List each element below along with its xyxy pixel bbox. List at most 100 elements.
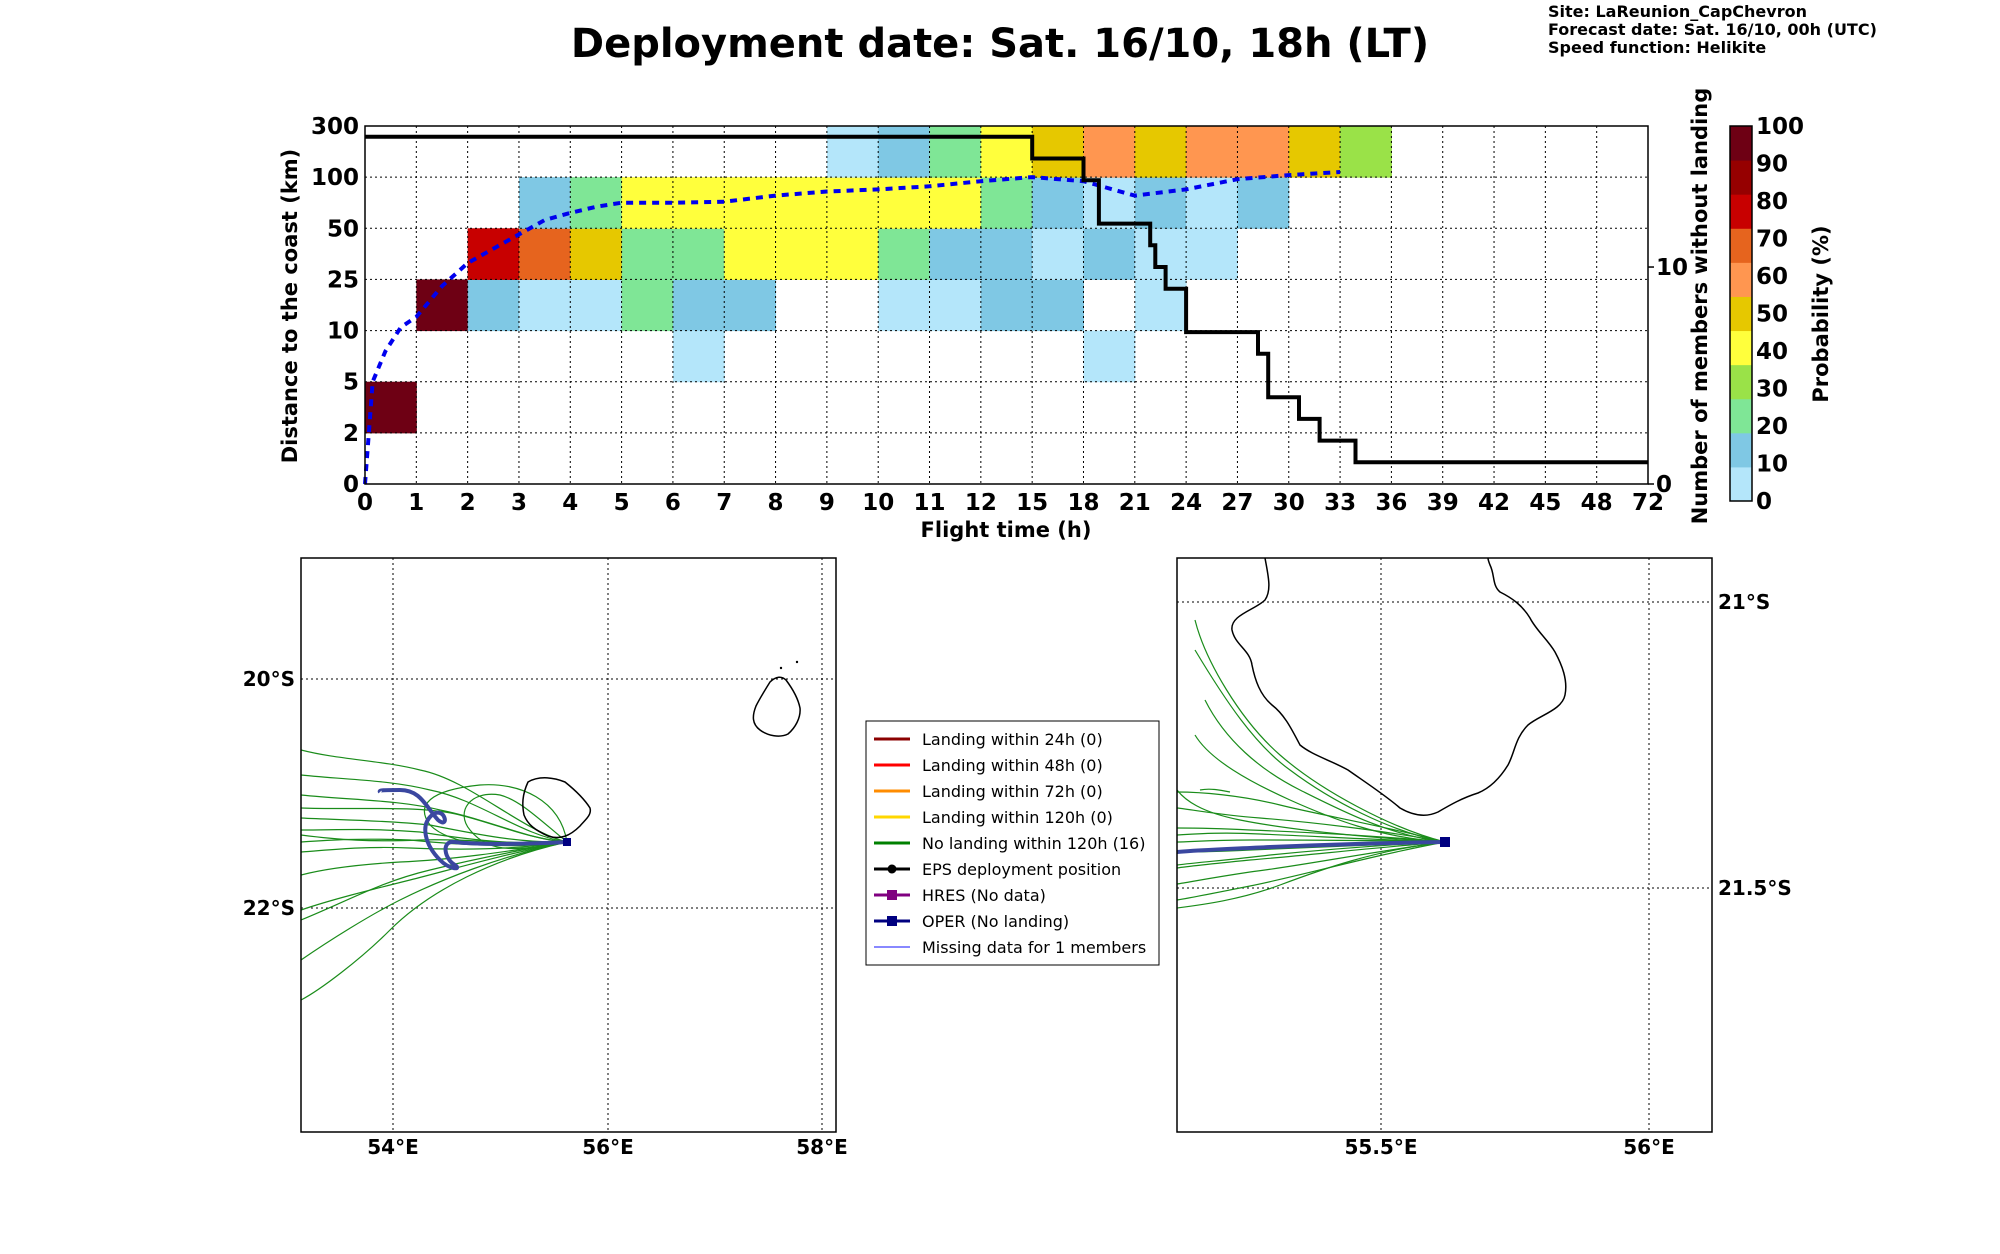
heatmap-x-ticks: 0 1 2 3 4 5 6 7 8 9 10 11 12 15 18 21 24 27 30 33 36 39 42 45 48… [357, 490, 1664, 516]
legend-label: Landing within 48h (0) [922, 756, 1103, 775]
heatmap-x-tick: 9 [819, 490, 835, 516]
heatmap-x-tick: 42 [1478, 490, 1510, 516]
heatmap-cell [1134, 228, 1187, 280]
oper-deployment-marker-zoom [1440, 837, 1450, 847]
colorbar: 0 10 20 30 40 50 60 70 80 90 100 Probability (%) [1729, 114, 1833, 515]
heatmap-cell [1083, 228, 1136, 280]
heatmap-cell [621, 279, 674, 332]
heatmap-cell [878, 126, 931, 178]
colorbar-swatch [1730, 432, 1752, 468]
heatmap-cell [929, 126, 982, 178]
oper-trajectory-zoom [1177, 840, 1446, 854]
colorbar-frame [1729, 125, 1753, 502]
heatmap-cell [724, 177, 777, 229]
heatmap-cell [724, 279, 777, 332]
colorbar-tick: 20 [1756, 414, 1788, 440]
heatmap-x-tick: 7 [716, 490, 732, 516]
colorbar-tick: 50 [1756, 302, 1788, 328]
heatmap-cell [1186, 126, 1238, 178]
colorbar-swatch [1730, 330, 1752, 366]
heatmap-x-tick: 11 [914, 490, 946, 516]
map-right-panel: 55.5°E 56°E 21°S 21.5°S [1176, 557, 1792, 1159]
heatmap-cell [672, 279, 725, 332]
members-without-landing-series [365, 134, 1648, 465]
heatmap-x-tick: 27 [1221, 490, 1253, 516]
heatmap-cell [1083, 177, 1136, 229]
heatmap-cell [1288, 126, 1341, 178]
colorbar-swatch [1730, 398, 1752, 434]
heatmap-y-tick: 0 [343, 472, 359, 498]
heatmap-x-tick: 18 [1067, 490, 1099, 516]
reunion-coastline-small [522, 777, 592, 839]
colorbar-tick: 100 [1756, 114, 1804, 140]
heatmap-cell [929, 279, 982, 332]
heatmap-cell [1237, 177, 1290, 229]
heatmap-x-tick: 6 [665, 490, 681, 516]
heatmap-x-tick: 1 [408, 490, 424, 516]
map-left-frame [300, 557, 837, 1133]
forecast-date-label: Forecast date: Sat. 16/10, 00h (UTC) [1548, 20, 1877, 39]
heatmap-cell [518, 177, 571, 229]
map-left-x-tick-2: 56°E [582, 1135, 634, 1159]
heatmap-x-tick: 15 [1016, 490, 1048, 516]
colorbar-swatch [1730, 262, 1752, 297]
green-trajectories [301, 749, 568, 1001]
heatmap-x-tick: 8 [768, 490, 784, 516]
heatmap-cell [878, 279, 931, 332]
heatmap-x-tick: 0 [357, 490, 373, 516]
heatmap-x-tick: 21 [1119, 490, 1151, 516]
colorbar-tick: 90 [1756, 152, 1788, 178]
heatmap-cell [1032, 177, 1084, 229]
map-right-x-tick-1: 55.5°E [1344, 1135, 1417, 1159]
heatmap-x-tick: 12 [965, 490, 997, 516]
heatmap-cell [980, 126, 1033, 178]
oper-deployment-marker [563, 838, 571, 846]
map-left-panel: 54°E 56°E 58°E 20°S 22°S [243, 557, 848, 1159]
heatmap-y2-tick: 0 [1656, 472, 1672, 498]
heatmap-x-tick: 10 [862, 490, 894, 516]
heatmap-frame [364, 125, 1649, 485]
figure-title: Deployment date: Sat. 16/10, 18h (LT) [571, 21, 1429, 67]
colorbar-tick: 0 [1756, 489, 1772, 515]
heatmap-cell [1186, 228, 1238, 280]
heatmap-x-tick: 30 [1273, 490, 1305, 516]
legend-label: Landing within 120h (0) [922, 808, 1113, 827]
heatmap-y-axis-label: Distance to the coast (km) [278, 149, 302, 464]
colorbar-ticks: 0 10 20 30 40 50 60 70 80 90 100 [1756, 114, 1804, 515]
legend-marker-square [887, 916, 897, 926]
heatmap-x-tick: 33 [1324, 490, 1356, 516]
oper-trajectory [377, 787, 568, 871]
legend-marker-square [887, 890, 897, 900]
speed-function-label: Speed function: Helikite [1548, 38, 1766, 57]
heatmap-cell [980, 279, 1033, 332]
heatmap-cell [621, 228, 674, 280]
heatmap-cell [672, 330, 725, 383]
heatmap-cells [365, 126, 1392, 434]
heatmap-cell [1032, 126, 1084, 178]
heatmap-cell [570, 228, 623, 280]
heatmap-cell [826, 177, 879, 229]
map-right-y-tick-1: 21°S [1718, 590, 1770, 614]
heatmap-cell [775, 228, 828, 280]
heatmap-panel: 0 1 2 3 4 5 6 7 8 9 10 11 12 15 18 21 24 27 30 33 36 39 42 45 48… [278, 88, 1712, 542]
map-right-y-tick-2: 21.5°S [1718, 876, 1792, 900]
map-left-y-tick-1: 20°S [243, 667, 295, 691]
legend-label: EPS deployment position [922, 860, 1121, 879]
reunion-coastline-zoom [1231, 558, 1567, 816]
heatmap-x-tick: 5 [614, 490, 630, 516]
mauritius-islet-2 [779, 666, 783, 670]
colorbar-tick: 80 [1756, 189, 1788, 215]
heatmap-grid [365, 126, 1648, 484]
colorbar-label: Probability (%) [1809, 225, 1833, 402]
heatmap-cell [672, 228, 725, 280]
heatmap-cell [1134, 177, 1187, 229]
heatmap-x-tick: 72 [1632, 490, 1664, 516]
heatmap-cell [929, 228, 982, 280]
legend-label: OPER (No landing) [922, 912, 1069, 931]
colorbar-tick: 30 [1756, 377, 1788, 403]
heatmap-cell [1083, 126, 1136, 178]
heatmap-x-tick: 48 [1581, 490, 1613, 516]
mean-distance-series [363, 170, 1341, 485]
